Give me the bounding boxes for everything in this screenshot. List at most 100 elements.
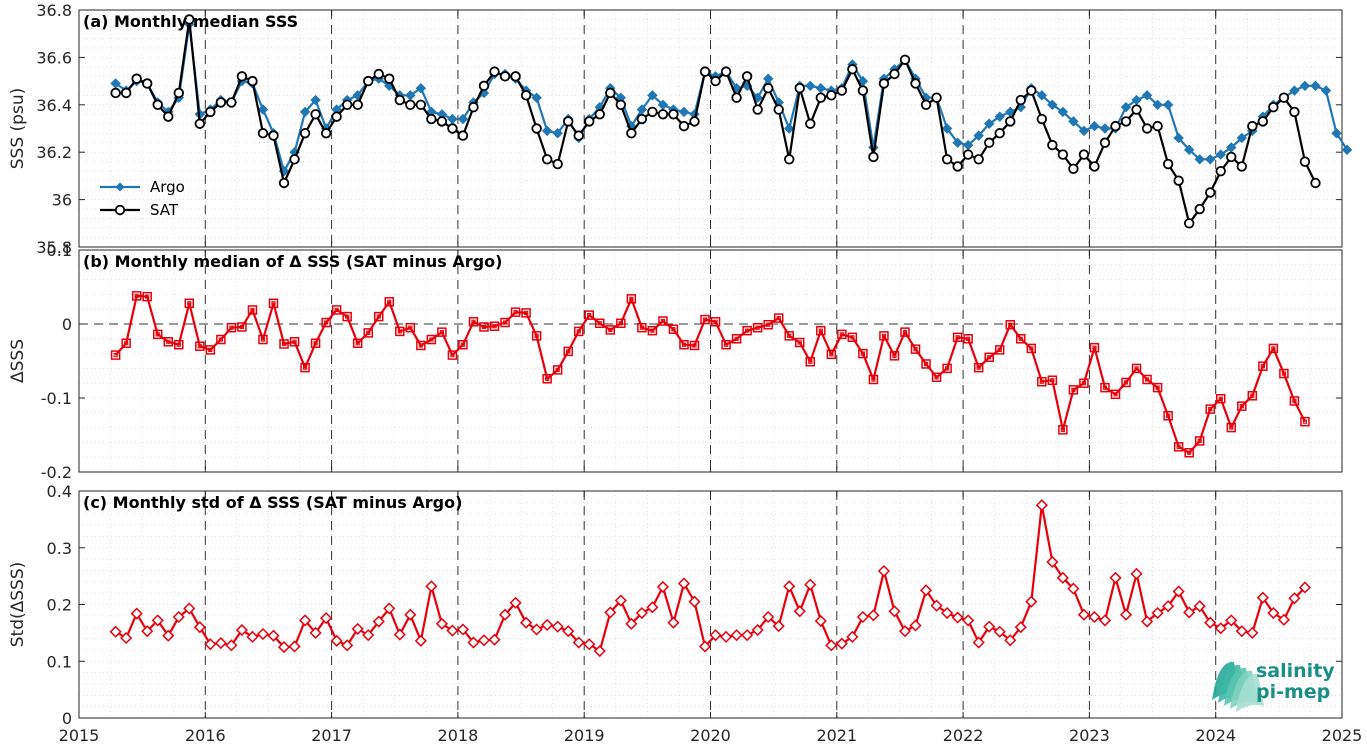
- data-point: [1267, 606, 1280, 620]
- data-point: [595, 318, 605, 329]
- panel-title: (b) Monthly median of Δ SSS (SAT minus A…: [83, 252, 502, 271]
- data-point: [646, 601, 659, 614]
- data-point: [1120, 101, 1132, 113]
- legend-marker: [115, 182, 125, 192]
- data-point: [720, 630, 733, 643]
- data-point-inner: [1008, 322, 1013, 327]
- data-point: [352, 99, 363, 111]
- data-point-inner: [1029, 346, 1034, 351]
- data-point-inner: [1155, 385, 1160, 390]
- data-point: [614, 594, 627, 607]
- data-point: [805, 118, 816, 129]
- data-point: [847, 332, 858, 343]
- data-point: [784, 123, 795, 134]
- data-point: [1036, 90, 1048, 101]
- data-point: [109, 625, 122, 638]
- data-point: [363, 75, 374, 87]
- data-point: [414, 634, 427, 647]
- data-point: [500, 317, 510, 328]
- data-point: [647, 106, 658, 118]
- data-point: [1035, 499, 1048, 512]
- data-point-inner: [197, 344, 202, 349]
- data-point-inner: [776, 315, 781, 321]
- data-point: [226, 97, 237, 108]
- data-point: [1100, 382, 1110, 393]
- data-point-inner: [850, 335, 855, 340]
- data-point: [1004, 634, 1017, 647]
- panel-b-delta-sss: -0.2 -0.1 0 0.1 ΔSSS (b) Monthly median of Δ …: [8, 241, 1343, 482]
- data-point-inner: [766, 322, 771, 327]
- x-tick-label: 2016: [185, 726, 226, 745]
- data-point: [384, 297, 395, 307]
- data-point: [584, 310, 595, 320]
- data-point: [826, 90, 837, 101]
- data-point: [415, 99, 427, 111]
- data-point: [330, 634, 343, 647]
- data-point-inner: [429, 337, 434, 342]
- data-point-inner: [618, 321, 623, 326]
- data-point: [604, 606, 617, 619]
- data-point-inner: [176, 342, 181, 347]
- data-point-inner: [923, 361, 929, 367]
- data-point: [1005, 319, 1016, 330]
- data-point: [563, 116, 574, 127]
- data-point: [278, 177, 290, 189]
- data-point: [1036, 113, 1048, 125]
- data-point: [835, 637, 848, 650]
- data-point-inner: [745, 328, 750, 333]
- data-point: [1078, 149, 1090, 160]
- data-point: [1279, 368, 1289, 379]
- data-point: [1162, 99, 1174, 111]
- data-point: [226, 322, 237, 333]
- data-point: [805, 356, 816, 367]
- data-point: [605, 325, 616, 335]
- data-point: [678, 106, 690, 118]
- data-point: [626, 128, 637, 139]
- data-point: [1183, 218, 1195, 229]
- logo-line-2: pi-mep: [1256, 681, 1330, 703]
- data-point: [741, 71, 753, 82]
- data-point: [404, 608, 417, 621]
- data-point: [456, 623, 470, 636]
- data-point: [299, 106, 311, 118]
- data-point: [647, 325, 658, 336]
- data-point: [868, 374, 879, 385]
- data-point: [941, 123, 953, 134]
- y-axis-label: Std(ΔSSS): [8, 562, 28, 648]
- data-point: [795, 337, 805, 348]
- data-point: [805, 80, 816, 92]
- data-point: [583, 638, 596, 651]
- y-tick-label: 0: [62, 315, 72, 334]
- data-point: [1194, 154, 1205, 165]
- data-point: [984, 352, 994, 363]
- data-point-inner: [871, 377, 876, 382]
- data-point: [1193, 600, 1206, 613]
- data-point: [647, 90, 658, 101]
- data-point: [994, 111, 1005, 122]
- legend-label: SAT: [150, 201, 179, 219]
- data-point-inner: [292, 339, 297, 344]
- data-point: [1173, 132, 1184, 144]
- data-point: [342, 311, 352, 322]
- data-point: [1205, 154, 1216, 165]
- data-point: [1183, 144, 1195, 156]
- data-point: [573, 130, 584, 141]
- data-point-inner: [639, 325, 644, 330]
- data-point: [1068, 385, 1079, 395]
- data-point: [1225, 614, 1238, 627]
- data-point: [1300, 416, 1310, 427]
- data-point: [879, 331, 889, 341]
- y-axis-label: ΔSSS: [8, 339, 28, 383]
- data-point: [930, 599, 943, 612]
- data-point: [331, 111, 342, 122]
- data-point: [1172, 585, 1185, 598]
- data-point: [468, 101, 479, 113]
- data-point: [867, 609, 880, 622]
- data-point: [1246, 626, 1259, 639]
- data-point: [709, 629, 722, 642]
- data-point: [299, 128, 311, 139]
- data-point-inner: [566, 349, 571, 354]
- data-point-inner: [681, 342, 687, 347]
- data-point: [1110, 389, 1121, 400]
- data-point: [1068, 116, 1079, 127]
